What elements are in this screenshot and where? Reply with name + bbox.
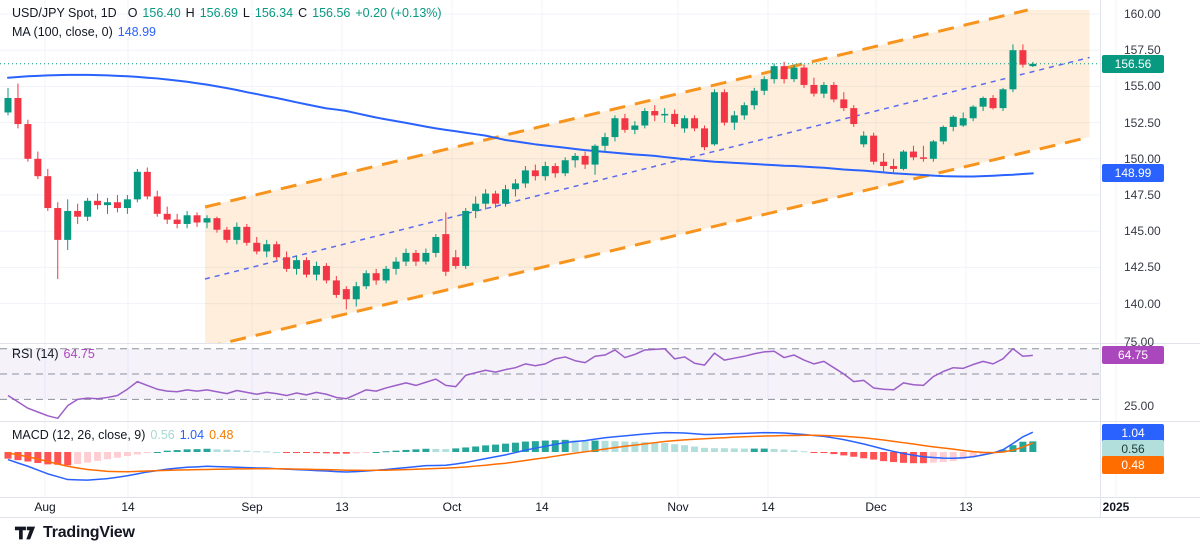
rsi-title: RSI (14): [12, 347, 59, 361]
tradingview-logo[interactable]: TradingView: [14, 524, 135, 542]
tradingview-wordmark: TradingView: [43, 524, 135, 541]
rsi-value: 64.75: [63, 347, 95, 361]
ma-legend[interactable]: MA (100, close, 0) 148.99: [12, 25, 156, 39]
rsi-legend[interactable]: RSI (14) 64.75: [12, 347, 95, 361]
change-value: +0.20 (+0.13%): [355, 6, 442, 20]
ma-title: MA (100, close, 0): [12, 25, 113, 39]
high-value: 156.69: [199, 6, 238, 20]
low-value: 156.34: [254, 6, 294, 20]
time-axis[interactable]: [0, 497, 1100, 517]
tradingview-mark-icon: [14, 525, 36, 541]
macd-hist-value: 0.56: [150, 428, 175, 442]
open-label: O: [127, 6, 138, 20]
macd-signal-value: 0.48: [209, 428, 234, 442]
close-value: 156.56: [312, 6, 351, 20]
low-label: L: [242, 6, 250, 20]
macd-legend[interactable]: MACD (12, 26, close, 9) 0.56 1.04 0.48: [12, 428, 233, 442]
high-label: H: [185, 6, 195, 20]
open-value: 156.40: [142, 6, 181, 20]
close-label: C: [298, 6, 308, 20]
price-axis[interactable]: [1100, 0, 1200, 497]
symbol-title: USD/JPY Spot, 1D: [12, 6, 117, 20]
symbol-legend[interactable]: USD/JPY Spot, 1D O 156.40 H 156.69 L 156.34…: [12, 6, 442, 20]
macd-title: MACD (12, 26, close, 9): [12, 428, 146, 442]
ma-value: 148.99: [117, 25, 156, 39]
macd-line-value: 1.04: [179, 428, 205, 442]
